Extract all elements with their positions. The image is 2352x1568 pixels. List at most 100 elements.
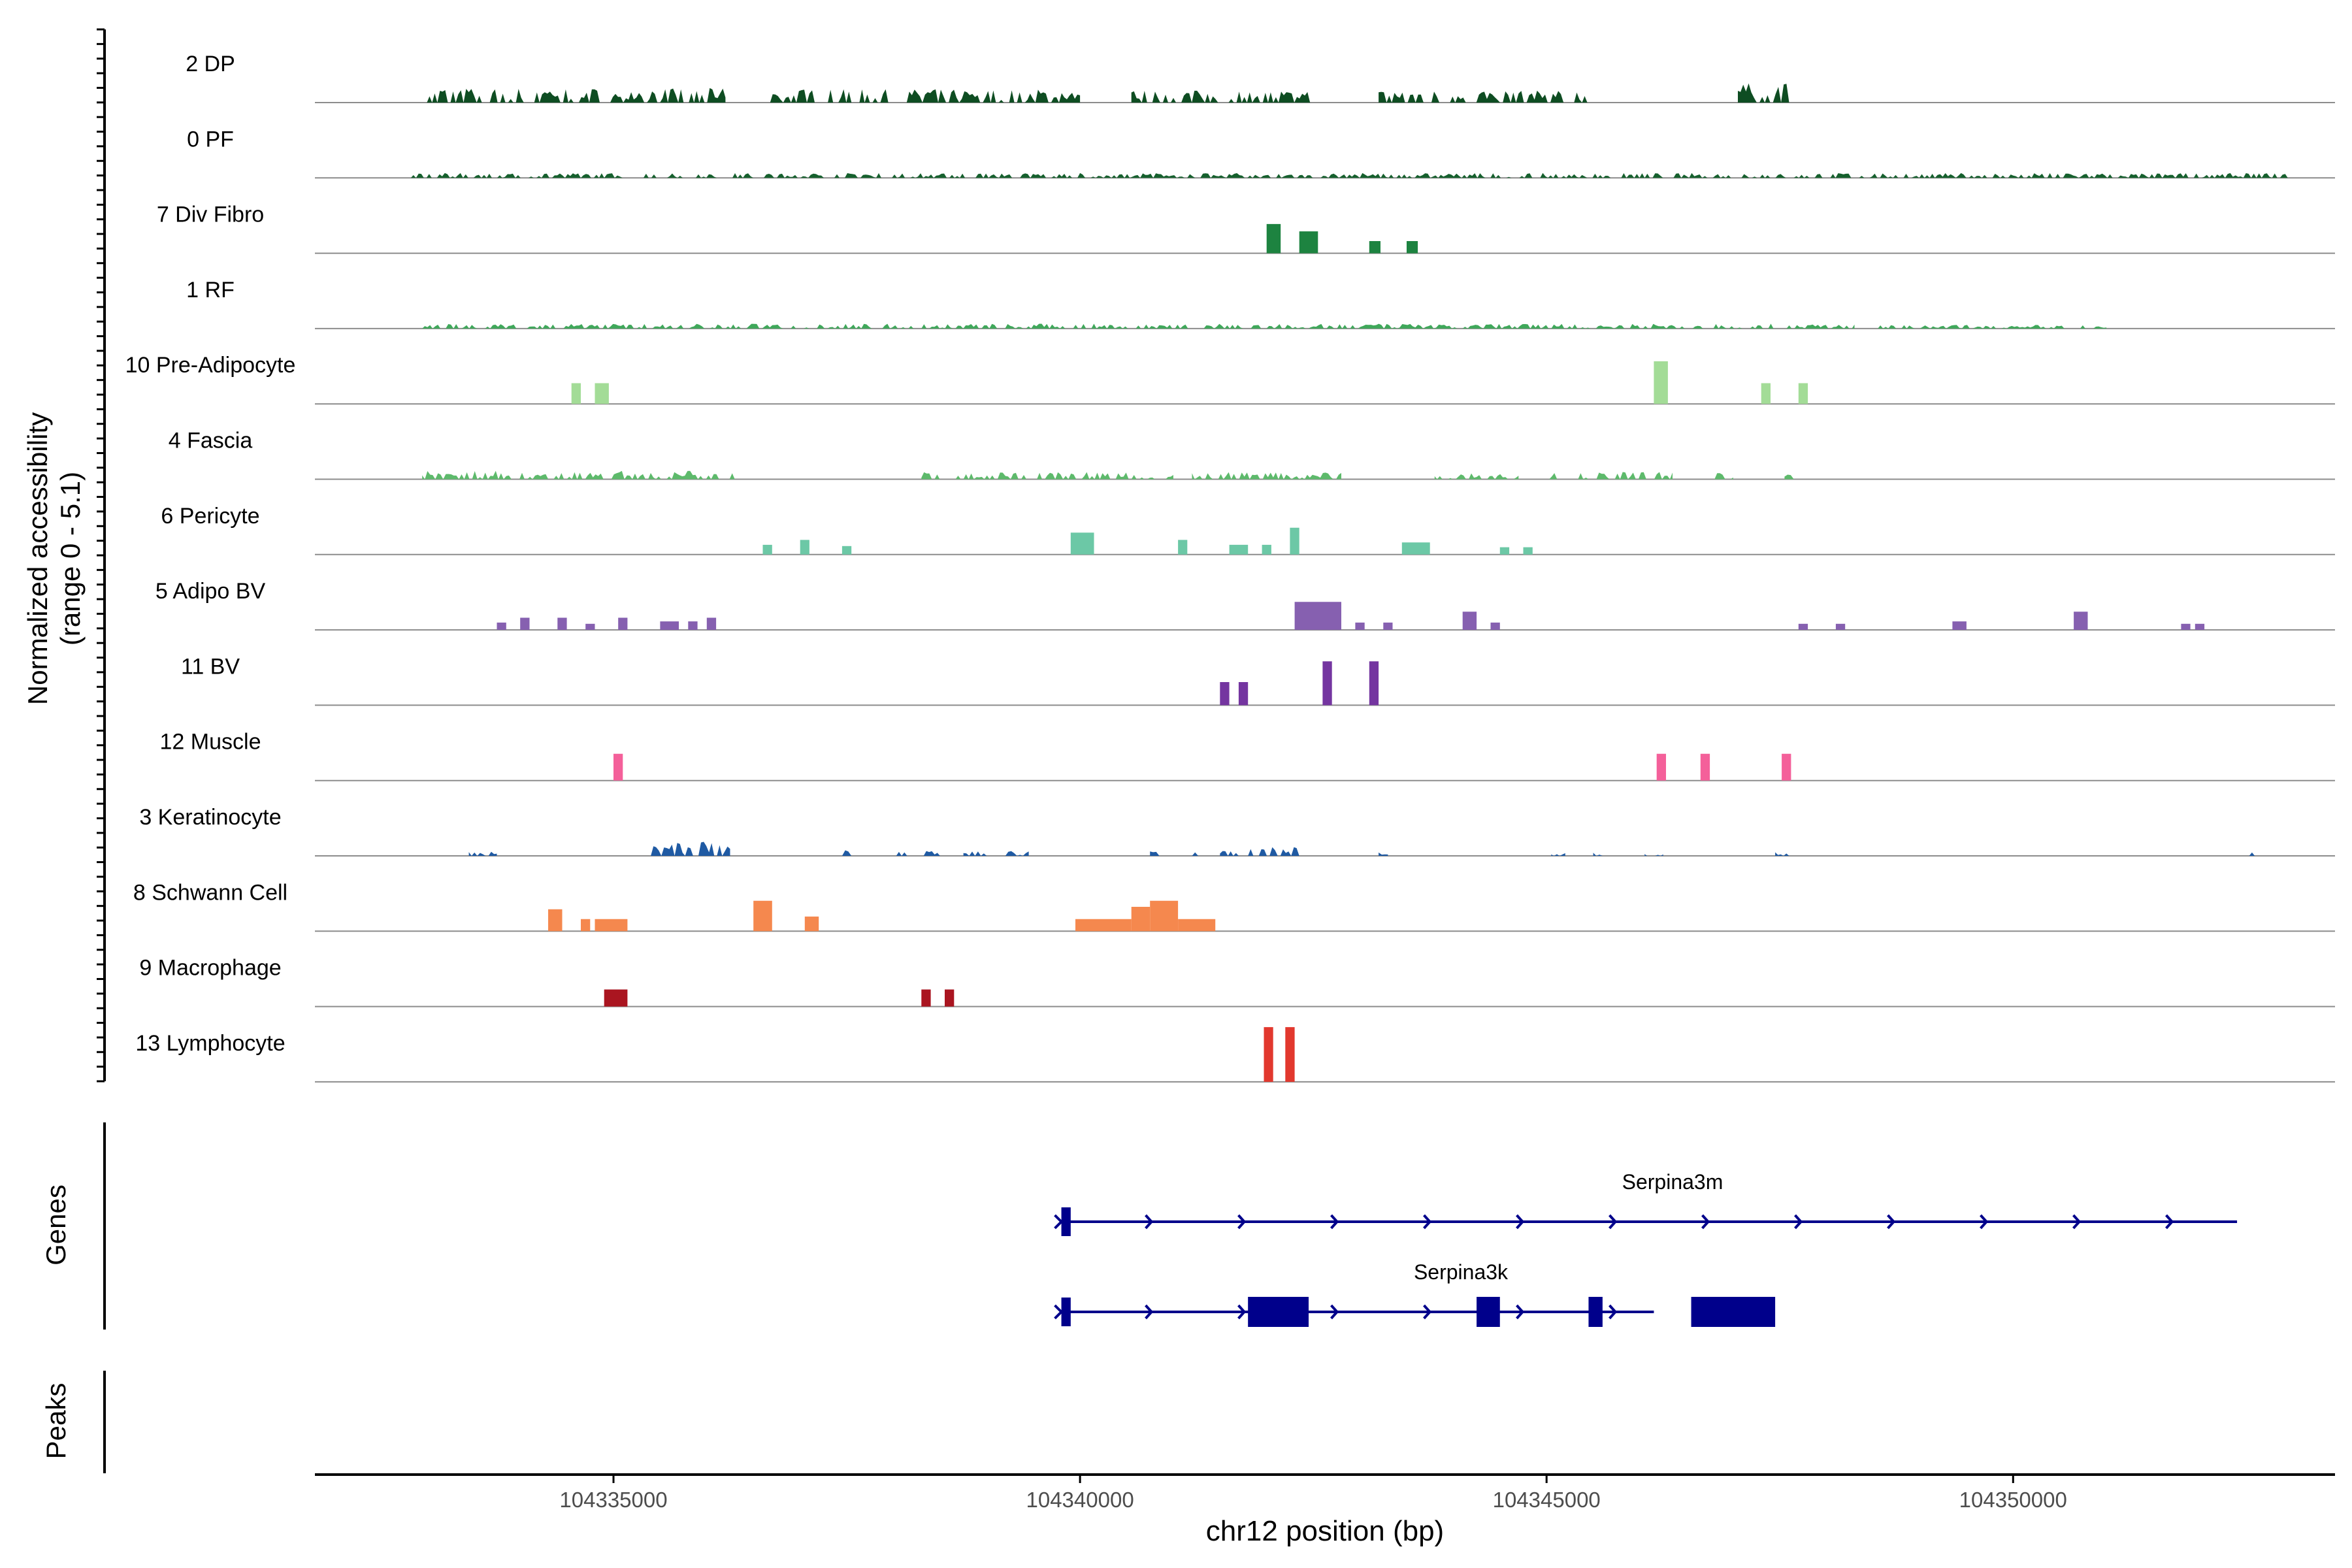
coverage-peak bbox=[1192, 472, 1341, 480]
strand-arrow bbox=[2165, 1214, 2174, 1230]
strand-arrow bbox=[1054, 1304, 1064, 1320]
coverage-peak bbox=[660, 621, 679, 630]
peaks-panel-label: Peaks bbox=[41, 1383, 71, 1460]
coverage-peak bbox=[422, 323, 1855, 329]
coverage-peak bbox=[618, 617, 628, 630]
strand-arrow bbox=[1794, 1214, 1803, 1230]
track-label: 13 Lymphocyte bbox=[135, 1031, 285, 1056]
coverage-peak bbox=[422, 470, 735, 480]
coverage-peak bbox=[841, 546, 852, 555]
strand-arrow bbox=[1330, 1304, 1339, 1320]
y-axis-label-line1: Normalized accessibility bbox=[22, 412, 53, 705]
gene-label: Serpina3m bbox=[1622, 1170, 1723, 1194]
track-label: 0 PF bbox=[187, 127, 234, 152]
track-6: 4 Fascia bbox=[169, 429, 2335, 480]
exon bbox=[1248, 1297, 1309, 1327]
gene-serpina3m: Serpina3m bbox=[1054, 1170, 2238, 1236]
coverage-peak bbox=[1178, 919, 1216, 932]
track-13: 9 Macrophage bbox=[139, 956, 2335, 1007]
coverage-peak bbox=[1238, 682, 1249, 706]
coverage-peak bbox=[1654, 361, 1668, 404]
coverage-peak bbox=[1150, 851, 1160, 856]
coverage-peak bbox=[548, 909, 563, 932]
track-14: 13 Lymphocyte bbox=[135, 1027, 2335, 1083]
coverage-peak bbox=[945, 989, 955, 1007]
strand-arrow bbox=[1054, 1214, 1064, 1230]
coverage-peak bbox=[1150, 900, 1179, 932]
coverage-peak bbox=[1878, 325, 2107, 329]
strand-arrow bbox=[1980, 1214, 1989, 1230]
coverage-peak bbox=[604, 989, 628, 1007]
coverage-peak bbox=[1383, 622, 1393, 630]
strand-arrow bbox=[1423, 1214, 1432, 1230]
gene-label: Serpina3k bbox=[1414, 1260, 1509, 1284]
track-label: 8 Schwann Cell bbox=[133, 880, 287, 905]
coverage-peak bbox=[1714, 473, 1733, 480]
coverage-peak bbox=[1131, 907, 1151, 932]
coverage-peak bbox=[1178, 540, 1188, 555]
coverage-peak bbox=[963, 851, 987, 856]
coverage-peak bbox=[1490, 622, 1500, 630]
track-label: 4 Fascia bbox=[169, 429, 253, 453]
gene-annotation-panel: Serpina3m Serpina3k bbox=[1054, 1170, 2238, 1327]
coverage-peak bbox=[595, 383, 609, 404]
coverage-peak bbox=[1523, 547, 1533, 555]
coverage-peak bbox=[921, 989, 931, 1007]
x-tick-label: 104335000 bbox=[559, 1488, 667, 1512]
coverage-peak bbox=[1407, 241, 1418, 253]
coverage-peak bbox=[1220, 851, 1239, 856]
coverage-peak bbox=[1798, 623, 1808, 630]
coverage-peak bbox=[2181, 623, 2191, 630]
coverage-peak bbox=[581, 919, 591, 932]
track-label: 1 RF bbox=[186, 278, 235, 302]
x-tick-label: 104340000 bbox=[1026, 1488, 1134, 1512]
strand-arrow bbox=[2072, 1214, 2082, 1230]
strand-arrow bbox=[1145, 1304, 1154, 1320]
track-5: 10 Pre-Adipocyte bbox=[125, 353, 2335, 405]
exon bbox=[1588, 1297, 1603, 1327]
coverage-peak bbox=[1379, 90, 1598, 103]
coverage-peak bbox=[1285, 1027, 1295, 1082]
coverage-peak bbox=[1952, 621, 1967, 630]
strand-arrow bbox=[1701, 1214, 1710, 1230]
strand-arrow bbox=[1237, 1304, 1247, 1320]
coverage-peak bbox=[1369, 661, 1379, 706]
coverage-peak bbox=[767, 89, 1081, 103]
coverage-peak bbox=[408, 172, 2293, 178]
coverage-peak bbox=[1294, 602, 1341, 630]
coverage-peak bbox=[1835, 623, 1846, 630]
strand-arrow bbox=[1609, 1304, 1618, 1320]
track-label: 10 Pre-Adipocyte bbox=[125, 353, 296, 378]
track-label: 12 Muscle bbox=[160, 730, 261, 755]
x-axis-label: chr12 position (bp) bbox=[1206, 1515, 1444, 1547]
coverage-peak bbox=[585, 623, 595, 630]
coverage-peak bbox=[1220, 682, 1230, 706]
exon bbox=[1061, 1298, 1071, 1326]
strand-arrow bbox=[1330, 1214, 1339, 1230]
track-label: 9 Macrophage bbox=[139, 956, 281, 981]
coverage-peak bbox=[1355, 622, 1365, 630]
genes-panel-label: Genes bbox=[41, 1184, 71, 1266]
strand-arrow bbox=[1516, 1214, 1525, 1230]
track-2: 0 PF bbox=[187, 127, 2335, 179]
coverage-peak bbox=[1656, 753, 1666, 781]
coverage-peak bbox=[1262, 544, 1271, 555]
strand-arrow bbox=[1609, 1214, 1618, 1230]
coverage-peak bbox=[893, 851, 940, 856]
strand-arrow bbox=[1516, 1304, 1525, 1320]
coverage-peak bbox=[1131, 90, 1318, 103]
exon bbox=[1061, 1207, 1071, 1236]
coverage-peak bbox=[1546, 472, 1673, 480]
coverage-peak bbox=[1782, 753, 1791, 781]
coverage-peak bbox=[1005, 851, 1029, 856]
track-label: 6 Pericyte bbox=[161, 504, 259, 529]
coverage-peak bbox=[800, 540, 809, 555]
coverage-peak bbox=[2074, 612, 2088, 630]
track-label: 3 Keratinocyte bbox=[139, 805, 281, 830]
track-9: 11 BV bbox=[181, 654, 2335, 706]
coverage-peak bbox=[1462, 612, 1477, 630]
coverage-peak bbox=[841, 850, 852, 856]
coverage-peak bbox=[1369, 241, 1380, 253]
coverage-peak bbox=[1551, 853, 1565, 856]
